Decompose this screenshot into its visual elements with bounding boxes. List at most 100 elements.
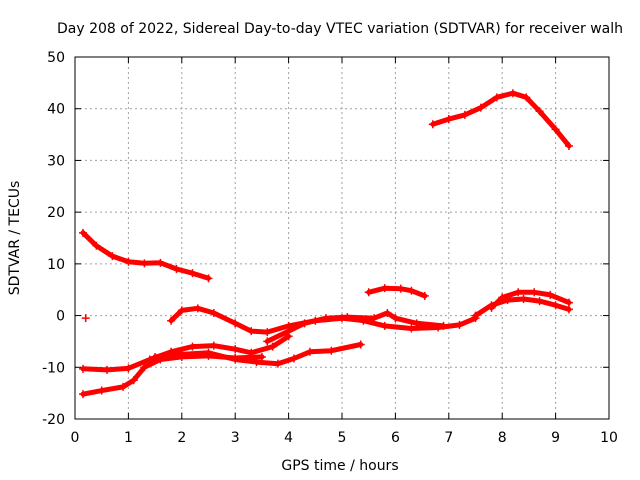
- y-tick-label: 50: [47, 50, 65, 66]
- x-tick-label: 2: [177, 430, 186, 446]
- data-point: [514, 288, 523, 297]
- data-point: [391, 314, 400, 323]
- series-trace: [80, 353, 265, 397]
- data-point: [444, 115, 453, 124]
- data-point: [305, 347, 314, 356]
- series-arc-early-descending: [79, 228, 213, 283]
- data-point: [231, 345, 240, 354]
- data-point: [327, 346, 336, 355]
- data-point: [204, 274, 213, 283]
- data-point: [546, 290, 555, 299]
- series-trace: [489, 289, 572, 311]
- x-tick-label: 5: [338, 430, 347, 446]
- data-point: [103, 365, 112, 374]
- data-point: [420, 291, 429, 300]
- series-arc-low-a: [79, 332, 293, 374]
- data-point: [204, 351, 213, 360]
- data-point: [407, 324, 416, 333]
- data-point: [284, 332, 293, 341]
- data-point: [188, 342, 197, 351]
- series-arc-center-b: [263, 308, 448, 346]
- data-point: [156, 355, 165, 364]
- data-point: [193, 304, 202, 313]
- data-point: [79, 390, 88, 399]
- data-point: [535, 297, 544, 306]
- chart-title: Day 208 of 2022, Sidereal Day-to-day VTE…: [57, 21, 623, 37]
- y-tick-label: -10: [42, 360, 65, 376]
- data-point: [492, 93, 501, 102]
- y-tick-label: 0: [56, 309, 65, 325]
- series-arc-high-right: [428, 89, 573, 150]
- data-point: [428, 120, 437, 129]
- data-point: [263, 337, 272, 346]
- data-point: [124, 364, 133, 373]
- series-arc-hump-right-b: [471, 295, 573, 320]
- data-point: [380, 321, 389, 330]
- series-trace: [264, 310, 446, 344]
- series-arc-mid-plateau: [364, 284, 429, 300]
- data-point: [471, 314, 480, 323]
- data-point: [289, 354, 298, 363]
- data-point: [177, 306, 186, 315]
- data-point: [188, 269, 197, 278]
- series-trace: [152, 342, 364, 367]
- data-point: [321, 314, 330, 323]
- data-point: [108, 252, 117, 261]
- data-point: [119, 382, 128, 391]
- data-point: [564, 141, 573, 150]
- data-point: [364, 288, 373, 297]
- data-point: [455, 320, 464, 329]
- data-point: [412, 319, 421, 328]
- data-point: [129, 376, 138, 385]
- data-series: [79, 89, 573, 399]
- y-tick-label: -20: [42, 412, 65, 428]
- x-tick-label: 10: [600, 430, 618, 446]
- data-point: [177, 352, 186, 361]
- data-point: [231, 353, 240, 362]
- x-tick-label: 9: [551, 430, 560, 446]
- data-point: [476, 103, 485, 112]
- series-arc-hump-right-a: [487, 288, 573, 312]
- data-point: [167, 316, 176, 325]
- data-point: [263, 328, 272, 337]
- data-point: [257, 352, 266, 361]
- series-isolated-point: [81, 314, 90, 323]
- data-point: [407, 286, 416, 295]
- data-point: [79, 228, 88, 237]
- data-point: [231, 319, 240, 328]
- series-trace: [430, 90, 572, 149]
- data-point: [370, 314, 379, 323]
- x-axis-label: GPS time / hours: [281, 458, 398, 474]
- axis-ticks: 0 1 2 3 4 5 6 7 8 9 10 -20 -10 0 10 20 30 40 50: [42, 50, 618, 446]
- data-point: [564, 305, 573, 314]
- data-point: [140, 259, 149, 268]
- data-point: [156, 258, 165, 267]
- data-point: [530, 288, 539, 297]
- data-point: [300, 319, 309, 328]
- data-point: [522, 93, 531, 102]
- data-point: [487, 301, 496, 310]
- y-tick-label: 40: [47, 102, 65, 118]
- data-point: [503, 296, 512, 305]
- data-point: [356, 340, 365, 349]
- data-point: [268, 342, 277, 351]
- data-point: [508, 89, 517, 98]
- data-point: [124, 257, 133, 266]
- data-point: [140, 363, 149, 372]
- data-point: [172, 265, 181, 274]
- data-point: [79, 364, 88, 373]
- x-tick-label: 1: [124, 430, 133, 446]
- data-point: [519, 295, 528, 304]
- data-point: [380, 284, 389, 293]
- y-tick-label: 20: [47, 205, 65, 221]
- data-point: [97, 386, 106, 395]
- data-point: [273, 359, 282, 368]
- data-point: [343, 313, 352, 322]
- data-point: [209, 308, 218, 317]
- data-point: [460, 110, 469, 119]
- x-tick-label: 7: [444, 430, 453, 446]
- x-tick-label: 0: [71, 430, 80, 446]
- x-tick-label: 3: [231, 430, 240, 446]
